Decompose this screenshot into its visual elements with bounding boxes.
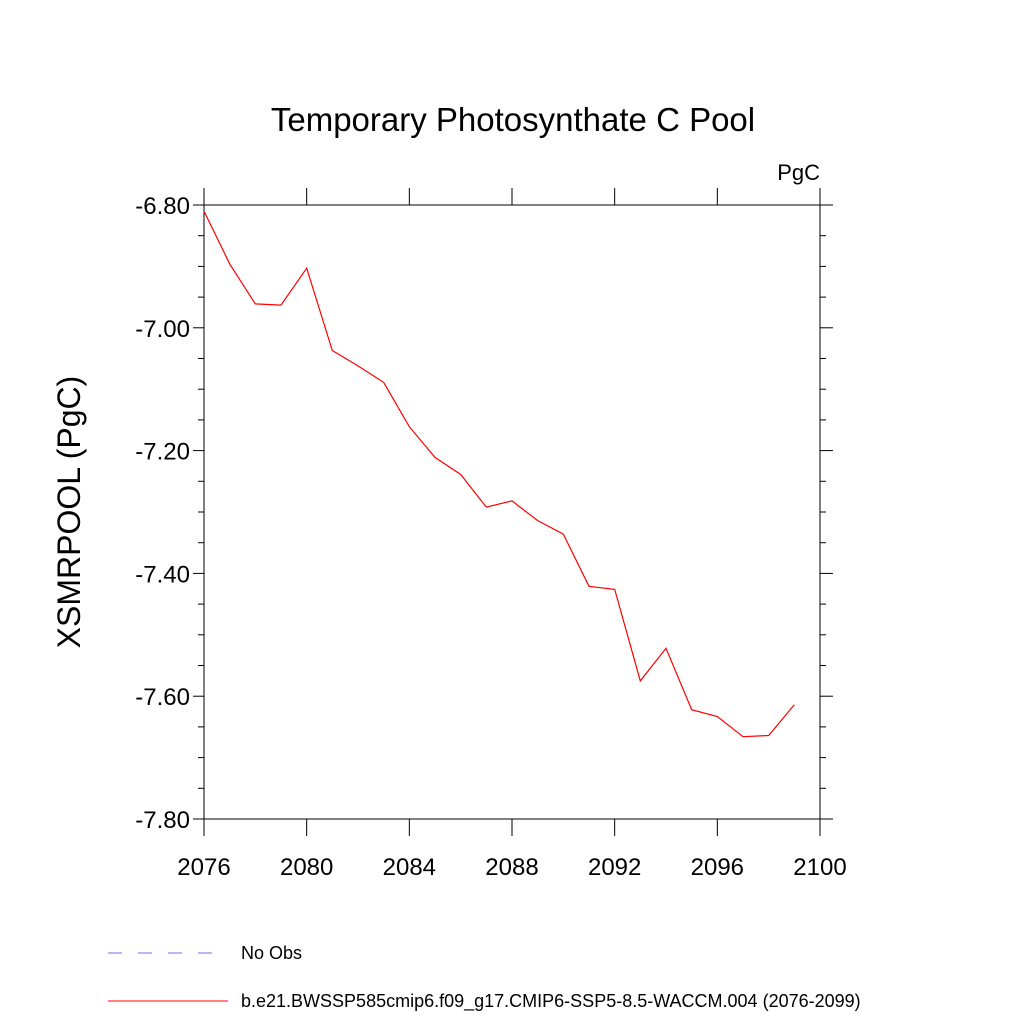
chart-title: Temporary Photosynthate C Pool	[271, 101, 755, 138]
x-tick-label: 2076	[177, 854, 230, 881]
legend: No Obs b.e21.BWSSP585cmip6.f09_g17.CMIP6-…	[108, 943, 861, 1012]
y-axis-label: XSMRPOOL (PgC)	[51, 376, 87, 649]
x-tick-label: 2084	[383, 854, 436, 881]
x-tick-label: 2080	[280, 854, 333, 881]
x-tick-label: 2096	[691, 854, 744, 881]
x-tick-label: 2100	[793, 854, 846, 881]
plot-frame	[203, 204, 821, 820]
y-tick-label: -7.60	[135, 684, 190, 711]
x-tick-label: 2088	[485, 854, 538, 881]
series-line	[203, 210, 795, 738]
series-layer	[203, 210, 795, 738]
y-tick-label: -7.20	[135, 439, 190, 466]
x-tick-label: 2092	[588, 854, 641, 881]
y-tick-label: -7.00	[135, 316, 190, 343]
y-tick-label: -7.80	[135, 807, 190, 834]
axes: -6.80 -7.00 -7.20 -7.40 -7.60 -7.80 2076 2080 20…	[135, 188, 847, 881]
y-tick-label: -6.80	[135, 193, 190, 220]
legend-label: No Obs	[241, 943, 302, 963]
y-tick-label: -7.40	[135, 561, 190, 588]
units-label: PgC	[777, 160, 820, 185]
legend-label: b.e21.BWSSP585cmip6.f09_g17.CMIP6-SSP5-8…	[241, 991, 861, 1012]
